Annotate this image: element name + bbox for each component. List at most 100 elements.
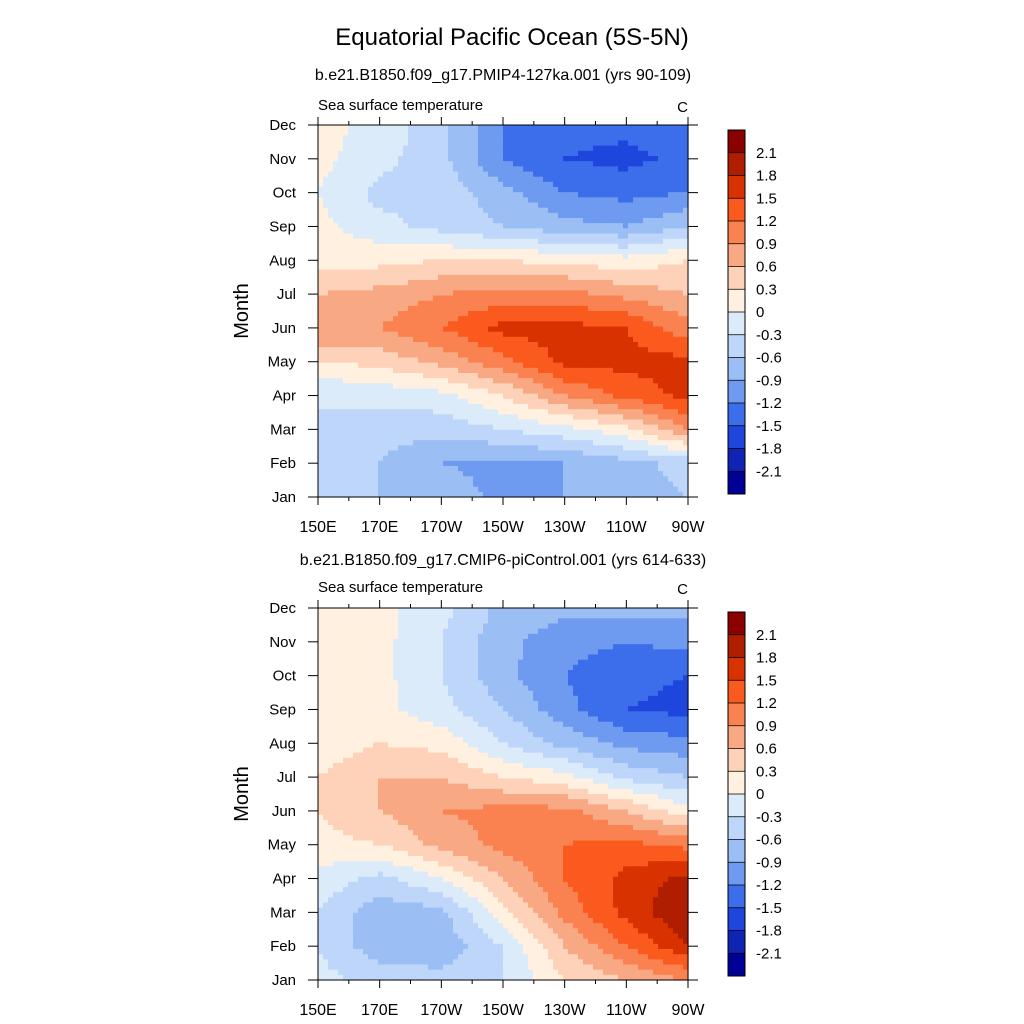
sst-cell <box>348 440 354 446</box>
sst-cell <box>493 455 499 462</box>
sst-cell <box>673 228 679 235</box>
sst-cell <box>628 455 634 462</box>
sst-cell <box>358 409 364 415</box>
sst-cell <box>458 388 464 395</box>
sst-cell <box>653 357 659 364</box>
sst-cell <box>538 192 544 198</box>
sst-cell <box>398 398 404 405</box>
sst-cell <box>343 290 349 297</box>
sst-cell <box>443 321 449 328</box>
sst-cell <box>568 233 574 240</box>
sst-cell <box>493 140 499 147</box>
sst-cell <box>493 398 499 405</box>
sst-cell <box>468 202 474 209</box>
sst-cell <box>653 331 659 338</box>
sst-cell <box>468 166 474 173</box>
sst-cell <box>523 140 529 147</box>
sst-cell <box>343 254 349 260</box>
sst-cell <box>508 445 514 452</box>
sst-cell <box>403 249 409 255</box>
sst-cell <box>393 424 399 431</box>
sst-cell <box>558 367 564 374</box>
sst-cell <box>533 264 539 271</box>
sst-cell <box>483 259 489 266</box>
sst-cell <box>523 383 529 390</box>
sst-cell <box>448 321 454 328</box>
sst-cell <box>498 347 504 353</box>
sst-cell <box>413 414 419 421</box>
sst-cell <box>638 223 644 229</box>
sst-cell <box>458 202 464 209</box>
sst-cell <box>513 357 519 364</box>
sst-cell <box>653 460 659 467</box>
sst-cell <box>428 373 434 379</box>
sst-cell <box>523 228 529 235</box>
sst-cell <box>423 362 429 369</box>
sst-cell <box>493 161 499 167</box>
sst-cell <box>673 269 679 276</box>
sst-cell <box>318 435 324 441</box>
sst-cell <box>653 150 659 157</box>
sst-cell <box>523 254 529 260</box>
sst-cell <box>318 197 324 204</box>
sst-cell <box>678 202 684 209</box>
sst-cell <box>568 450 574 457</box>
sst-cell <box>663 393 669 400</box>
sst-cell <box>343 150 349 157</box>
sst-cell <box>558 352 564 359</box>
sst-cell <box>453 187 459 193</box>
sst-cell <box>583 130 589 136</box>
sst-cell <box>348 187 354 193</box>
sst-cell <box>663 429 669 436</box>
sst-cell <box>658 259 664 266</box>
sst-cell <box>563 357 569 364</box>
sst-cell <box>343 414 349 421</box>
sst-cell <box>428 404 434 410</box>
sst-cell <box>598 388 604 395</box>
sst-cell <box>493 393 499 400</box>
sst-cell <box>378 455 384 462</box>
sst-cell <box>423 161 429 167</box>
sst-cell <box>613 238 619 245</box>
sst-cell <box>558 419 564 426</box>
sst-cell <box>573 140 579 147</box>
sst-cell <box>423 305 429 312</box>
sst-cell <box>473 466 479 472</box>
sst-cell <box>648 197 654 204</box>
sst-cell <box>643 233 649 240</box>
sst-cell <box>608 352 614 359</box>
sst-cell <box>373 202 379 209</box>
sst-cell <box>468 445 474 452</box>
sst-cell <box>408 373 414 379</box>
sst-cell <box>543 450 549 457</box>
sst-cell <box>548 404 554 410</box>
sst-cell <box>373 181 379 188</box>
sst-cell <box>588 419 594 426</box>
sst-cell <box>368 388 374 395</box>
sst-cell <box>318 445 324 452</box>
sst-cell <box>348 352 354 359</box>
sst-cell <box>573 424 579 431</box>
sst-cell <box>443 419 449 426</box>
sst-cell <box>478 414 484 421</box>
sst-cell <box>593 125 599 131</box>
sst-cell <box>363 192 369 198</box>
sst-cell <box>533 342 539 348</box>
sst-cell <box>533 295 539 302</box>
sst-cell <box>583 311 589 317</box>
sst-cell <box>653 311 659 317</box>
sst-cell <box>428 460 434 467</box>
sst-cell <box>468 424 474 431</box>
sst-cell <box>453 311 459 317</box>
sst-cell <box>573 373 579 379</box>
sst-cell <box>613 311 619 317</box>
sst-cell <box>578 424 584 431</box>
sst-cell <box>613 280 619 286</box>
sst-cell <box>658 414 664 421</box>
sst-cell <box>528 135 534 142</box>
sst-cell <box>478 450 484 457</box>
sst-cell <box>368 130 374 136</box>
sst-cell <box>618 440 624 446</box>
sst-cell <box>528 450 534 457</box>
sst-cell <box>423 316 429 322</box>
